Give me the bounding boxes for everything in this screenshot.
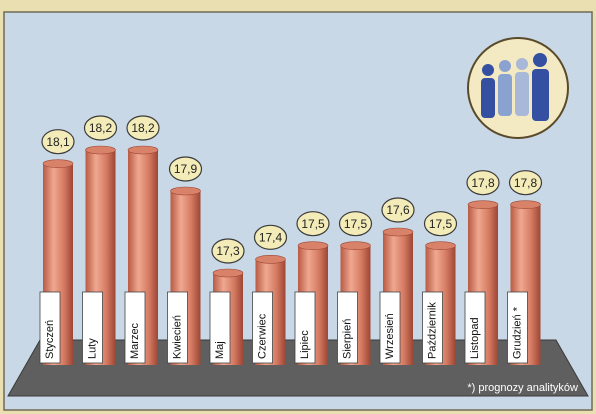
annotation: *) prognozy analityków bbox=[467, 382, 578, 394]
value-label: 17,3 bbox=[216, 244, 240, 258]
value-label: 17,6 bbox=[386, 203, 410, 217]
x-tick-label: Styczeń bbox=[44, 320, 56, 359]
value-label: 18,2 bbox=[131, 121, 155, 135]
bar-top bbox=[42, 159, 74, 168]
value-bubble bbox=[253, 224, 288, 250]
x-tick-label: Grudzień * bbox=[511, 306, 523, 359]
value-bubble bbox=[41, 129, 75, 155]
value-bubble bbox=[338, 211, 373, 237]
category-box bbox=[209, 291, 231, 364]
x-tick-label: Marzec bbox=[129, 322, 141, 359]
bar-top bbox=[212, 268, 244, 278]
x-tick-label: Lipiec bbox=[299, 330, 311, 359]
x-tick-label: Kwiecień bbox=[171, 315, 183, 359]
bar-top bbox=[85, 145, 116, 155]
bar-top bbox=[255, 255, 286, 264]
bar-top bbox=[425, 241, 456, 250]
x-tick-label: Czerwiec bbox=[256, 313, 268, 359]
x-tick-label: Listopad bbox=[469, 317, 481, 359]
value-bubble bbox=[423, 211, 458, 237]
category-box bbox=[82, 291, 103, 364]
people-icon bbox=[467, 37, 569, 139]
bar-top bbox=[382, 227, 414, 237]
value-label: 17,8 bbox=[514, 176, 538, 190]
value-bubble bbox=[126, 115, 160, 141]
value-label: 17,9 bbox=[174, 162, 198, 176]
value-bubble bbox=[508, 170, 543, 196]
value-label: 18,2 bbox=[89, 121, 113, 135]
x-tick-label: Wrzesień bbox=[384, 313, 396, 359]
category-box bbox=[167, 291, 188, 364]
category-box bbox=[337, 291, 358, 364]
value-label: 17,5 bbox=[344, 217, 368, 231]
bar-top bbox=[467, 200, 499, 209]
category-box bbox=[507, 291, 528, 364]
category-box bbox=[124, 291, 146, 364]
x-tick-label: Sierpień bbox=[341, 319, 353, 359]
bar-top bbox=[510, 200, 541, 209]
x-tick-label: Luty bbox=[86, 338, 98, 359]
x-tick-label: Maj bbox=[214, 341, 226, 359]
value-label: 17,5 bbox=[429, 217, 453, 231]
x-tick-label: Październik bbox=[426, 302, 438, 359]
value-label: 17,5 bbox=[301, 217, 325, 231]
bar-top bbox=[297, 241, 329, 250]
bar-top bbox=[340, 241, 371, 250]
bar-top bbox=[127, 145, 159, 155]
category-box bbox=[39, 291, 61, 364]
value-label: 18,1 bbox=[46, 135, 70, 149]
category-box bbox=[252, 291, 273, 364]
value-bubble bbox=[466, 170, 500, 196]
category-box bbox=[422, 291, 443, 364]
value-bubble bbox=[381, 197, 415, 223]
value-bubble bbox=[296, 211, 330, 237]
value-bubble bbox=[168, 156, 203, 182]
bar-top bbox=[170, 186, 201, 196]
value-label: 17,8 bbox=[471, 176, 495, 190]
value-label: 17,4 bbox=[259, 231, 283, 245]
category-box bbox=[464, 291, 486, 364]
category-box bbox=[379, 291, 401, 364]
category-box bbox=[294, 291, 316, 364]
value-bubble bbox=[83, 115, 118, 141]
value-bubble bbox=[211, 238, 245, 264]
